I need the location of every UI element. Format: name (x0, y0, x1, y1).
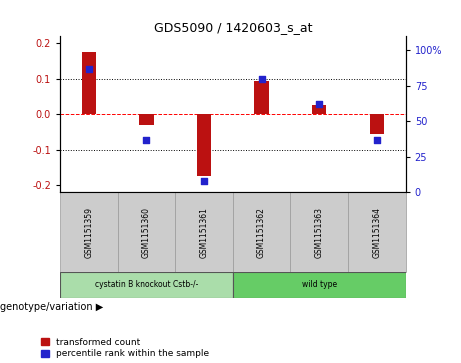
Text: GSM1151364: GSM1151364 (372, 207, 381, 258)
Bar (233, 192, 290, 272)
Bar (348, 192, 406, 272)
Point (142, 137, 150, 143)
Bar (60, 272, 233, 298)
Text: GSM1151360: GSM1151360 (142, 207, 151, 258)
Title: GDS5090 / 1420603_s_at: GDS5090 / 1420603_s_at (154, 21, 312, 34)
Point (200, 178, 207, 184)
Point (85, 66, 92, 72)
Legend: transformed count, percentile rank within the sample: transformed count, percentile rank withi… (41, 338, 209, 359)
Bar (197, 114, 211, 176)
Bar (254, 81, 269, 114)
Bar (370, 114, 384, 134)
Point (373, 137, 381, 143)
Bar (233, 272, 406, 298)
Bar (139, 114, 154, 125)
Bar (312, 106, 326, 114)
Bar (175, 192, 233, 272)
Text: GSM1151362: GSM1151362 (257, 207, 266, 258)
Text: GSM1151361: GSM1151361 (200, 207, 208, 258)
Bar (290, 192, 348, 272)
Text: wild type: wild type (301, 281, 337, 289)
Point (258, 76, 266, 82)
Text: GSM1151363: GSM1151363 (315, 207, 324, 258)
Text: genotype/variation ▶: genotype/variation ▶ (0, 302, 103, 313)
Text: cystatin B knockout Cstb-/-: cystatin B knockout Cstb-/- (95, 281, 198, 289)
Point (315, 102, 323, 107)
Bar (60, 192, 118, 272)
Text: GSM1151359: GSM1151359 (84, 207, 93, 258)
Bar (118, 192, 175, 272)
Bar (82, 52, 96, 114)
